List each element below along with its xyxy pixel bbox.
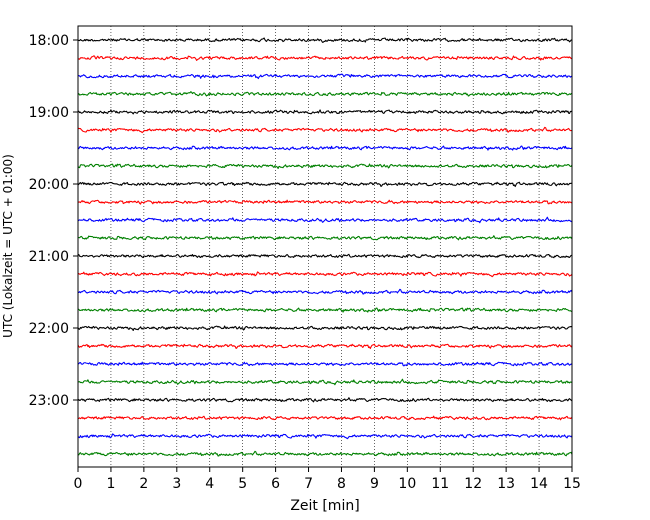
trace-2200 (77, 325, 573, 332)
x-axis-title: Zeit [min] (290, 498, 359, 514)
trace-1830 (77, 73, 573, 80)
y-tick-label-2200: 22:00 (29, 321, 69, 337)
y-tick-label-2000: 20:00 (29, 177, 69, 193)
trace-2330 (77, 433, 573, 440)
trace-2145 (77, 307, 573, 313)
x-axis-ticks: 0 1 2 3 4 5 6 7 8 9 10 11 12 13 14 15 (74, 467, 581, 492)
y-axis-ticks: 18:00 19:00 20:00 21:00 22:00 23:00 (29, 33, 78, 409)
trace-1845 (77, 91, 573, 97)
y-tick-label-2300: 23:00 (29, 393, 69, 409)
trace-2215 (77, 343, 573, 350)
trace-2245 (77, 378, 573, 386)
x-tick-label-0: 0 (74, 476, 83, 492)
trace-1945 (77, 163, 573, 170)
trace-2015 (77, 199, 573, 205)
x-tick-label-9: 9 (370, 476, 379, 492)
x-tick-label-2: 2 (139, 476, 148, 492)
seismogram-traces (77, 37, 573, 457)
trace-2130 (77, 288, 573, 295)
trace-2315 (77, 415, 573, 421)
trace-1900 (77, 109, 573, 115)
y-tick-label-1900: 19:00 (29, 105, 69, 121)
trace-1800 (77, 37, 573, 43)
x-tick-label-15: 15 (563, 476, 581, 492)
trace-2000 (77, 181, 573, 188)
x-tick-label-3: 3 (172, 476, 181, 492)
trace-2030 (77, 216, 573, 224)
x-tick-label-6: 6 (271, 476, 280, 492)
x-tick-label-4: 4 (205, 476, 214, 492)
y-tick-label-1800: 18:00 (29, 33, 69, 49)
trace-2345 (77, 450, 573, 457)
trace-1915 (77, 126, 573, 134)
trace-2045 (77, 235, 573, 241)
x-tick-label-7: 7 (304, 476, 313, 492)
trace-2100 (77, 253, 573, 259)
x-tick-label-11: 11 (431, 476, 449, 492)
x-tick-label-13: 13 (497, 476, 515, 492)
y-tick-label-2100: 21:00 (29, 249, 69, 265)
trace-1930 (77, 145, 573, 151)
x-tick-label-14: 14 (530, 476, 548, 492)
x-tick-label-1: 1 (106, 476, 115, 492)
trace-1815 (77, 55, 573, 61)
y-axis-title: UTC (Lokalzeit = UTC + 01:00) (1, 154, 15, 338)
x-tick-label-8: 8 (337, 476, 346, 492)
trace-2300 (77, 397, 573, 403)
x-tick-label-12: 12 (464, 476, 482, 492)
trace-2115 (77, 271, 573, 278)
x-tick-label-10: 10 (398, 476, 416, 492)
plot-frame (77, 25, 573, 468)
x-tick-label-5: 5 (238, 476, 247, 492)
trace-2230 (77, 361, 573, 367)
